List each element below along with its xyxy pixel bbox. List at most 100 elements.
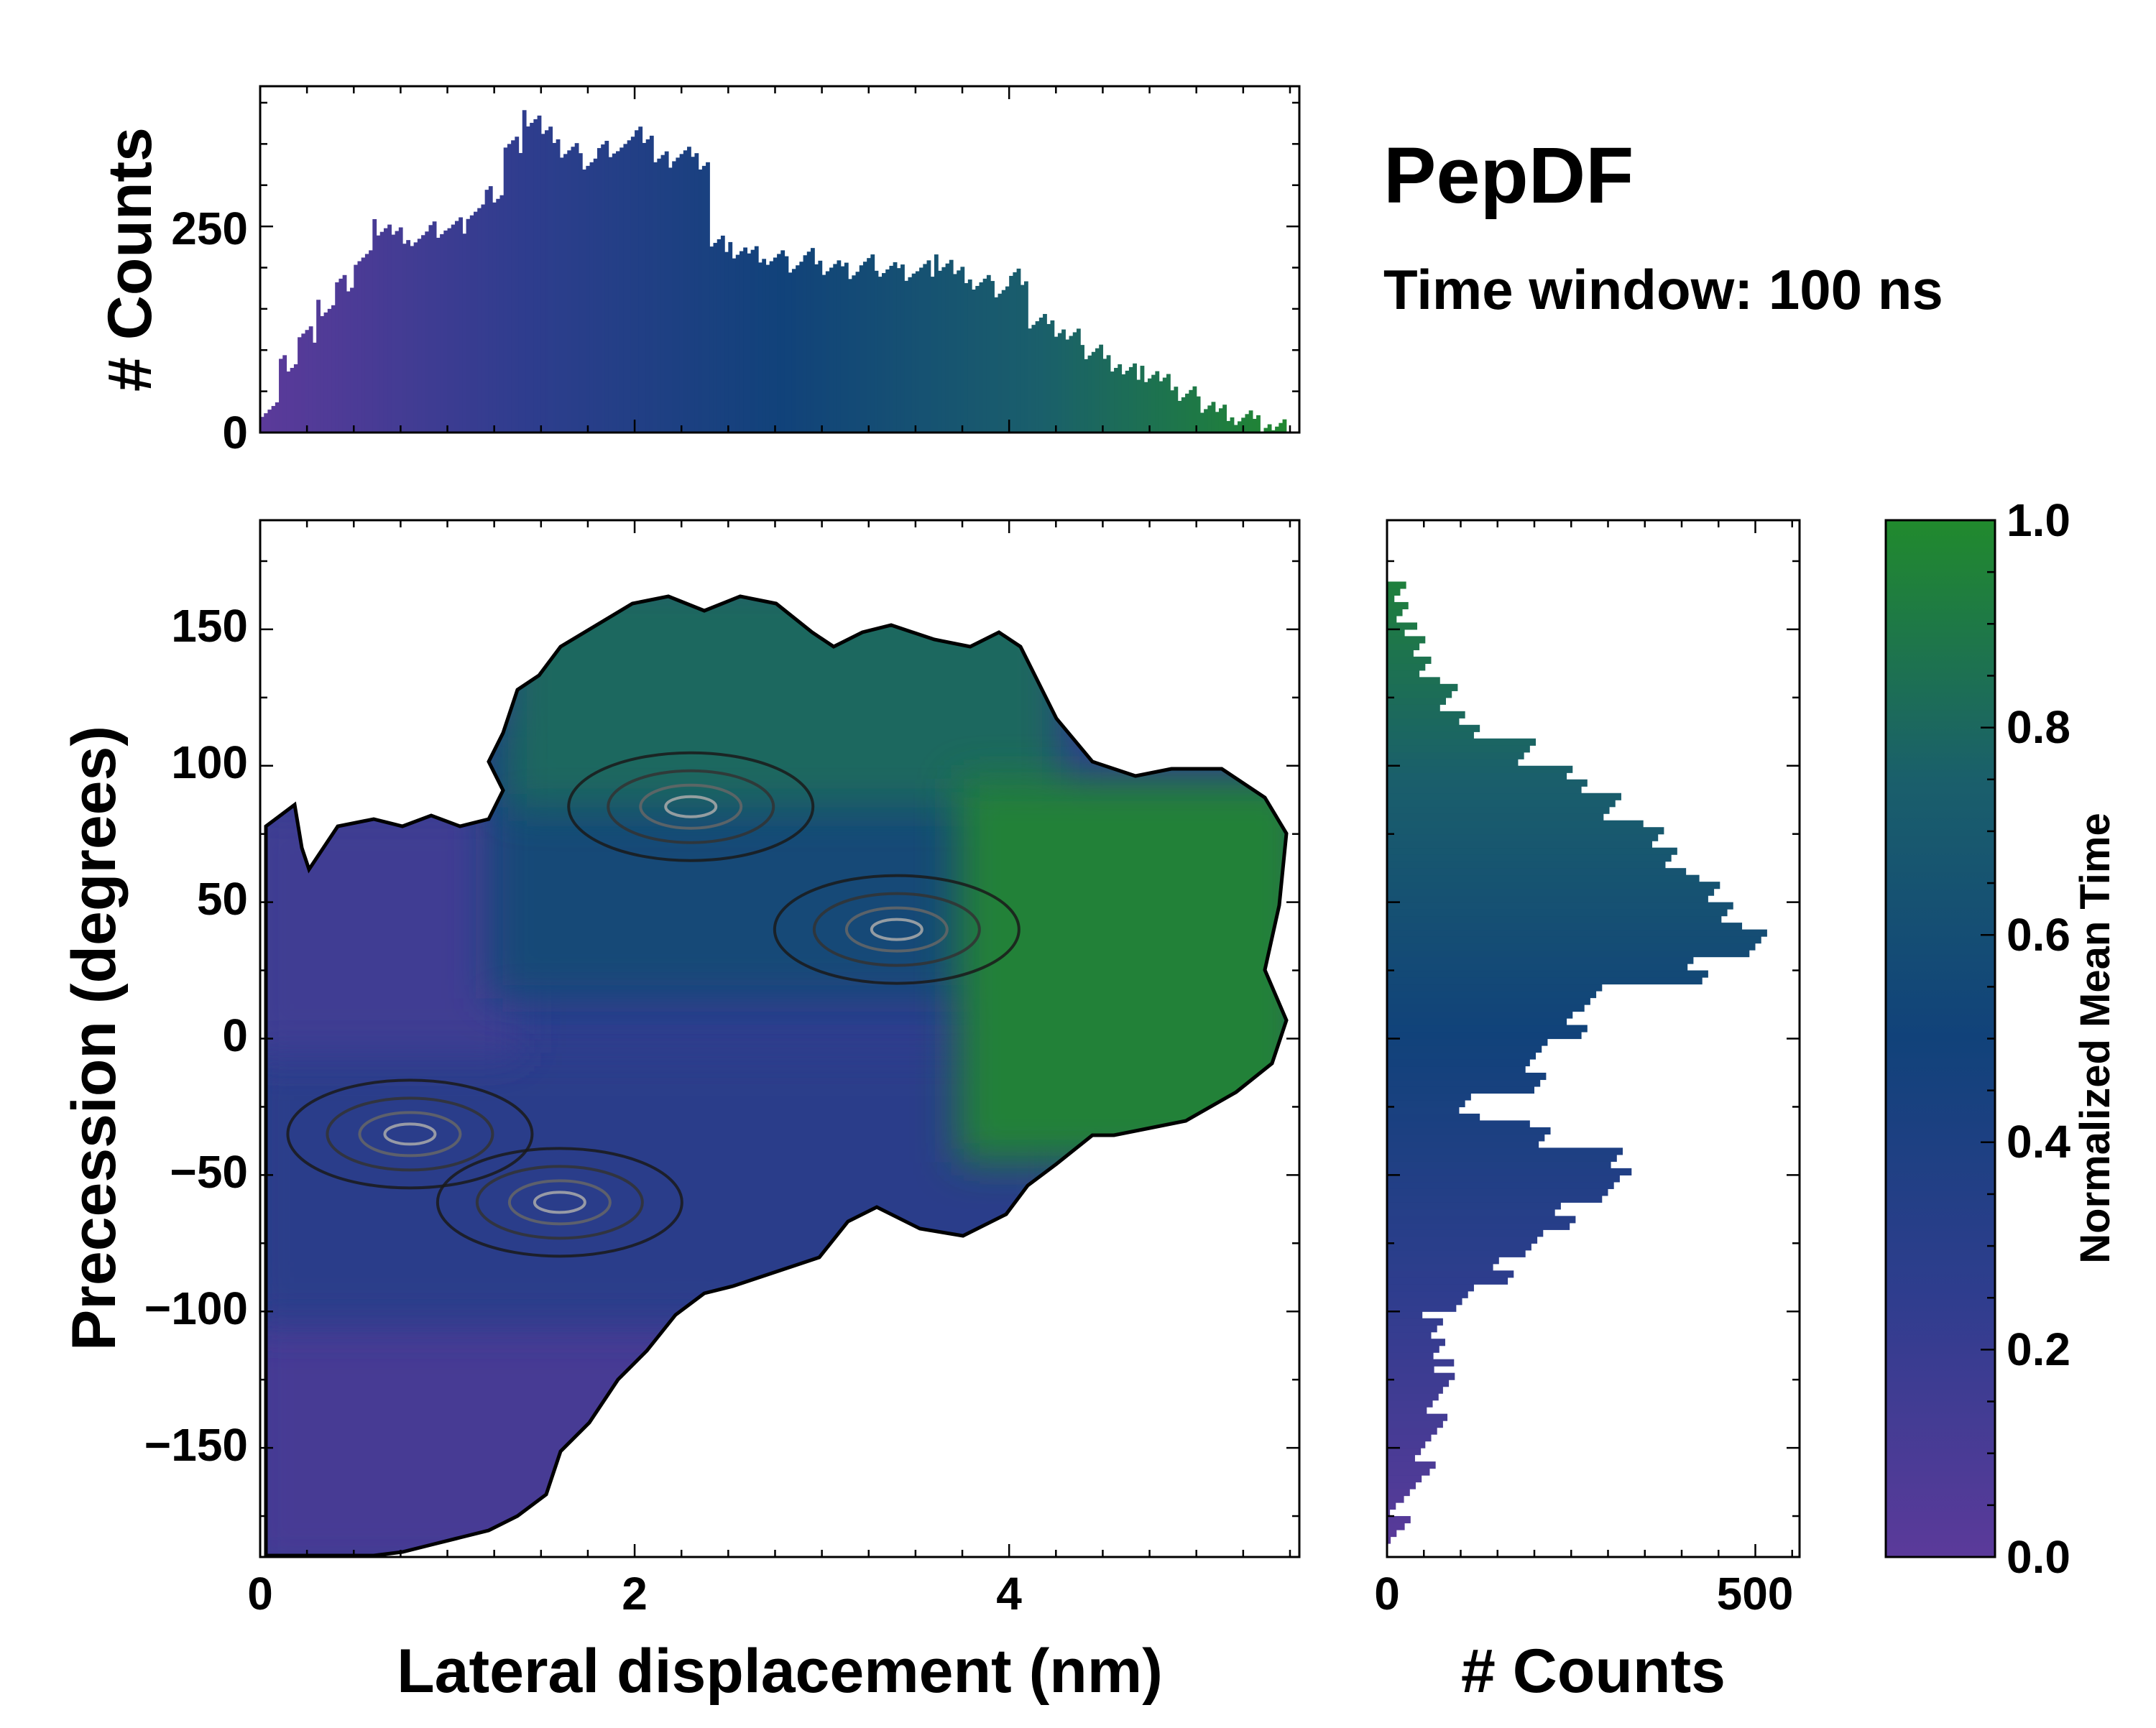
right-hist-bar xyxy=(1387,868,1687,876)
right-hist-bar xyxy=(1387,1298,1462,1306)
top-hist-bar xyxy=(1241,417,1246,433)
top-hist-bar xyxy=(619,147,625,433)
top-ytick-label-250: 250 xyxy=(171,203,248,254)
top-hist-bar xyxy=(994,297,999,433)
top-hist-bar xyxy=(754,246,759,433)
top-hist-bar xyxy=(750,249,755,433)
top-hist-bar xyxy=(1050,320,1055,433)
right-hist-bar xyxy=(1387,581,1406,589)
top-hist-bar xyxy=(1016,268,1021,433)
top-hist-bar xyxy=(874,270,879,433)
top-hist-bar xyxy=(369,250,373,433)
top-hist-bar xyxy=(327,308,332,433)
heatmap-outline xyxy=(264,594,1289,1557)
top-hist-bar xyxy=(660,154,665,433)
top-hist-bar xyxy=(537,115,542,433)
top-hist-bar xyxy=(990,281,995,433)
top-hist-bar xyxy=(1038,318,1044,433)
top-hist-bar xyxy=(530,122,534,433)
right-hist-bar xyxy=(1387,697,1446,705)
top-hist-bar xyxy=(683,150,688,433)
right-hist-bar xyxy=(1387,1345,1439,1353)
right-hist-bar xyxy=(1387,874,1700,882)
main-ytick-label-neg150: −150 xyxy=(144,1419,248,1471)
top-hist-bar xyxy=(930,277,935,433)
top-hist-bar xyxy=(769,261,774,433)
colorbar-ticks xyxy=(1981,519,1995,1558)
right-hist-bar xyxy=(1387,1106,1460,1114)
right-hist-bar xyxy=(1387,1393,1439,1401)
top-hist-bar xyxy=(889,265,894,433)
top-hist-bar xyxy=(739,251,744,433)
top-hist-bar xyxy=(848,279,852,433)
top-hist-bar xyxy=(949,259,954,433)
top-hist-bar xyxy=(298,337,302,433)
top-hist-bar xyxy=(657,158,662,433)
top-hist-bar xyxy=(668,167,673,433)
top-hist-bar xyxy=(1005,286,1010,433)
top-hist-bar xyxy=(877,277,883,433)
top-hist-bar xyxy=(735,254,740,433)
right-hist-bar xyxy=(1387,718,1460,726)
top-hist-bar xyxy=(720,235,725,433)
right-hist-bar xyxy=(1387,759,1519,767)
top-hist-bar xyxy=(503,147,508,433)
top-hist-bar xyxy=(1046,323,1051,433)
right-hist-bar xyxy=(1387,1236,1538,1244)
right-hist-bar xyxy=(1387,711,1465,719)
right-hist-bar xyxy=(1387,1407,1427,1415)
colorbar-tick-label-0.4: 0.4 xyxy=(2007,1116,2070,1168)
top-hist-bar xyxy=(1162,377,1167,433)
main-xtick-label-0: 0 xyxy=(247,1568,273,1620)
right-hist-bar xyxy=(1387,909,1728,917)
right-hist-bar xyxy=(1387,704,1440,712)
top-hist-bar xyxy=(395,231,400,433)
top-hist-bar xyxy=(301,333,306,433)
top-hist-bar xyxy=(1095,348,1100,433)
top-hist-bar xyxy=(953,274,957,433)
main-heatmap-ticks xyxy=(259,520,1299,1557)
top-hist-bar xyxy=(1155,371,1160,433)
top-hist-bar xyxy=(1218,408,1223,433)
top-hist-bar xyxy=(972,290,976,433)
top-hist-bar xyxy=(323,312,328,433)
right-hist-bar xyxy=(1387,1045,1542,1053)
top-hist-bar xyxy=(1057,333,1062,433)
top-hist-bar xyxy=(926,260,931,433)
top-hist-bar xyxy=(1072,332,1077,433)
top-hist-bar xyxy=(1230,417,1235,433)
top-hist-bar xyxy=(462,234,467,433)
top-hist-bar xyxy=(481,204,486,433)
colorbar-gradient xyxy=(1886,520,1995,1557)
top-hist-bar xyxy=(1133,363,1137,433)
density-contour-2-0 xyxy=(436,1147,683,1258)
top-hist-bar xyxy=(908,277,913,433)
right-hist-bar xyxy=(1387,1188,1608,1196)
top-hist-bar xyxy=(833,264,838,433)
main-xtick-label-2: 2 xyxy=(622,1568,648,1620)
top-hist-bar xyxy=(1204,409,1208,433)
top-hist-bar xyxy=(379,231,384,433)
heatmap-contours xyxy=(286,751,1021,1258)
colorbar: 0.0 0.2 0.4 0.6 0.8 1.0 Normalized Mean … xyxy=(1884,494,2119,1583)
right-hist-bar xyxy=(1387,1277,1508,1285)
right-hist-bar xyxy=(1387,1257,1499,1265)
top-hist-bar xyxy=(915,271,920,433)
right-hist-bar xyxy=(1387,970,1708,978)
top-hist-bar xyxy=(870,254,875,433)
right-hist-bar xyxy=(1387,1025,1588,1032)
right-hist-bar xyxy=(1387,772,1567,780)
right-hist-bar xyxy=(1387,642,1420,650)
top-hist-bar xyxy=(791,269,796,433)
top-hist-bar xyxy=(638,126,643,433)
right-hist-bar xyxy=(1387,861,1666,869)
top-hist-bar xyxy=(443,230,448,433)
top-hist-bar xyxy=(941,267,946,433)
top-hist-bar xyxy=(331,305,336,433)
right-hist-bar xyxy=(1387,1482,1416,1489)
top-hist-bar xyxy=(687,147,691,433)
right-hist-bar xyxy=(1387,1181,1614,1189)
top-hist-bar xyxy=(701,165,706,433)
right-hist-bar xyxy=(1387,984,1603,992)
right-hist-bar xyxy=(1387,1161,1611,1169)
